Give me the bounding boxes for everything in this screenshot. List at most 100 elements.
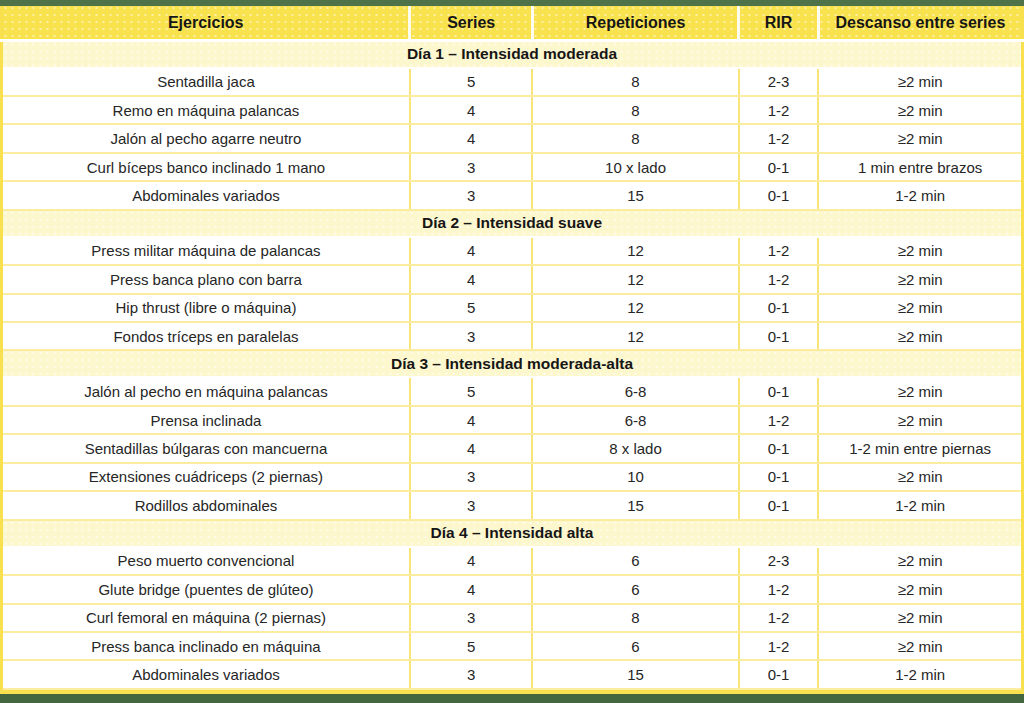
exercise-cell: Press banca inclinado en máquina (2, 632, 410, 660)
series-cell: 5 (410, 632, 533, 660)
repetitions-cell: 8 (532, 96, 738, 124)
exercise-row: Press banca inclinado en máquina561-2≥2 … (2, 632, 1023, 660)
exercise-cell: Curl bíceps banco inclinado 1 mano (2, 153, 410, 181)
rir-cell: 0-1 (739, 434, 819, 462)
series-cell: 4 (410, 124, 533, 152)
exercise-cell: Press banca plano con barra (2, 265, 410, 293)
rest-cell: ≥2 min (818, 604, 1022, 632)
series-cell: 5 (410, 68, 533, 96)
section-title: Día 2 – Intensidad suave (2, 210, 1023, 237)
exercise-cell: Abdominales variados (2, 181, 410, 209)
series-cell: 3 (410, 463, 533, 491)
series-cell: 4 (410, 434, 533, 462)
rest-cell: ≥2 min (818, 547, 1022, 575)
rest-cell: ≥2 min (818, 124, 1022, 152)
series-cell: 3 (410, 153, 533, 181)
exercise-cell: Peso muerto convencional (2, 547, 410, 575)
exercise-row: Press militar máquina de palancas4121-2≥… (2, 237, 1023, 265)
rest-cell: 1-2 min (818, 491, 1022, 519)
column-header-ejercicios: Ejercicios (2, 6, 410, 41)
rir-cell: 1-2 (739, 575, 819, 603)
column-header-repeticiones: Repeticiones (532, 6, 738, 41)
series-cell: 4 (410, 237, 533, 265)
series-cell: 5 (410, 377, 533, 405)
header-row: Ejercicios Series Repeticiones RIR Desca… (2, 6, 1023, 41)
rir-cell: 1-2 (739, 406, 819, 434)
exercise-row: Sentadillas búlgaras con mancuerna48 x l… (2, 434, 1023, 462)
exercise-row: Glute bridge (puentes de glúteo)461-2≥2 … (2, 575, 1023, 603)
repetitions-cell: 12 (532, 265, 738, 293)
rir-cell: 0-1 (739, 463, 819, 491)
rir-cell: 2-3 (739, 547, 819, 575)
section-row: Día 1 – Intensidad moderada (2, 41, 1023, 68)
workout-table: Ejercicios Series Repeticiones RIR Desca… (0, 6, 1024, 690)
section-title: Día 3 – Intensidad moderada-alta (2, 350, 1023, 377)
workout-plan-page: Ejercicios Series Repeticiones RIR Desca… (0, 0, 1024, 703)
rir-cell: 1-2 (739, 96, 819, 124)
repetitions-cell: 6 (532, 632, 738, 660)
rest-cell: ≥2 min (818, 237, 1022, 265)
series-cell: 5 (410, 294, 533, 322)
repetitions-cell: 15 (532, 181, 738, 209)
exercise-row: Rodillos abdominales3150-11-2 min (2, 491, 1023, 519)
repetitions-cell: 15 (532, 660, 738, 689)
rest-cell: ≥2 min (818, 377, 1022, 405)
column-header-rir: RIR (739, 6, 819, 41)
exercise-cell: Glute bridge (puentes de glúteo) (2, 575, 410, 603)
rest-cell: ≥2 min (818, 68, 1022, 96)
rest-cell: ≥2 min (818, 322, 1022, 350)
exercise-cell: Jalón al pecho agarre neutro (2, 124, 410, 152)
exercise-row: Jalón al pecho agarre neutro481-2≥2 min (2, 124, 1023, 152)
rest-cell: ≥2 min (818, 294, 1022, 322)
exercise-cell: Fondos tríceps en paralelas (2, 322, 410, 350)
series-cell: 4 (410, 96, 533, 124)
exercise-row: Curl bíceps banco inclinado 1 mano310 x … (2, 153, 1023, 181)
exercise-row: Extensiones cuádriceps (2 piernas)3100-1… (2, 463, 1023, 491)
repetitions-cell: 12 (532, 322, 738, 350)
series-cell: 4 (410, 547, 533, 575)
repetitions-cell: 8 (532, 68, 738, 96)
series-cell: 3 (410, 491, 533, 519)
repetitions-cell: 8 (532, 604, 738, 632)
exercise-cell: Rodillos abdominales (2, 491, 410, 519)
series-cell: 4 (410, 575, 533, 603)
exercise-row: Remo en máquina palancas481-2≥2 min (2, 96, 1023, 124)
exercise-cell: Sentadilla jaca (2, 68, 410, 96)
rir-cell: 0-1 (739, 153, 819, 181)
series-cell: 3 (410, 660, 533, 689)
rest-cell: ≥2 min (818, 632, 1022, 660)
repetitions-cell: 6-8 (532, 406, 738, 434)
exercise-cell: Abdominales variados (2, 660, 410, 689)
exercise-cell: Extensiones cuádriceps (2 piernas) (2, 463, 410, 491)
bottom-border-bar (0, 690, 1024, 703)
series-cell: 3 (410, 604, 533, 632)
rir-cell: 0-1 (739, 322, 819, 350)
exercise-cell: Curl femoral en máquina (2 piernas) (2, 604, 410, 632)
exercise-row: Curl femoral en máquina (2 piernas)381-2… (2, 604, 1023, 632)
series-cell: 3 (410, 322, 533, 350)
repetitions-cell: 10 x lado (532, 153, 738, 181)
exercise-cell: Sentadillas búlgaras con mancuerna (2, 434, 410, 462)
rest-cell: 1-2 min entre piernas (818, 434, 1022, 462)
section-title: Día 4 – Intensidad alta (2, 520, 1023, 547)
section-title: Día 1 – Intensidad moderada (2, 41, 1023, 68)
exercise-cell: Hip thrust (libre o máquina) (2, 294, 410, 322)
repetitions-cell: 12 (532, 237, 738, 265)
exercise-row: Peso muerto convencional462-3≥2 min (2, 547, 1023, 575)
rir-cell: 0-1 (739, 377, 819, 405)
series-cell: 4 (410, 406, 533, 434)
repetitions-cell: 12 (532, 294, 738, 322)
rest-cell: ≥2 min (818, 406, 1022, 434)
section-row: Día 3 – Intensidad moderada-alta (2, 350, 1023, 377)
rest-cell: ≥2 min (818, 265, 1022, 293)
section-row: Día 2 – Intensidad suave (2, 210, 1023, 237)
rir-cell: 1-2 (739, 632, 819, 660)
rir-cell: 0-1 (739, 660, 819, 689)
table-header: Ejercicios Series Repeticiones RIR Desca… (2, 6, 1023, 41)
rir-cell: 2-3 (739, 68, 819, 96)
exercise-cell: Remo en máquina palancas (2, 96, 410, 124)
repetitions-cell: 15 (532, 491, 738, 519)
series-cell: 4 (410, 265, 533, 293)
rir-cell: 0-1 (739, 491, 819, 519)
exercise-cell: Press militar máquina de palancas (2, 237, 410, 265)
